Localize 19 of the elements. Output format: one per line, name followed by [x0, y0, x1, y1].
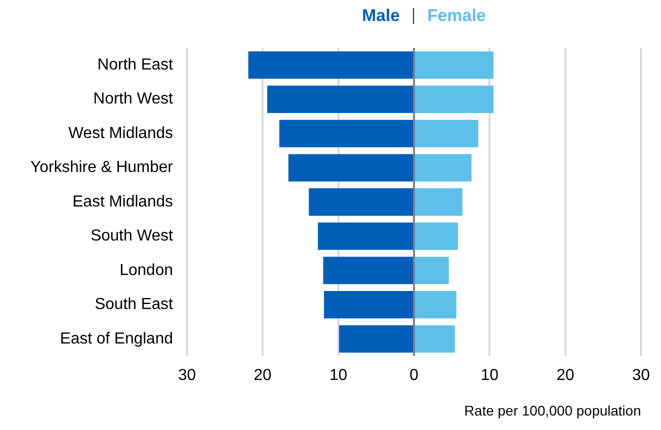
x-tick-label: 20: [254, 367, 272, 384]
y-tick-label: South East: [94, 296, 174, 314]
x-tick-label: 10: [329, 367, 348, 384]
y-tick-label: West Midlands: [68, 124, 173, 142]
y-tick-label: South West: [90, 228, 174, 245]
y-tick-label: London: [120, 262, 173, 279]
y-tick-label: North West: [93, 90, 174, 108]
y-tick-label: Yorkshire & Humber: [30, 159, 174, 176]
series-label: Male: [362, 6, 400, 26]
y-tick-label: East of England: [60, 330, 173, 348]
x-tick-label: 30: [178, 367, 196, 384]
y-tick-label: East Midlands: [72, 193, 173, 210]
x-tick-label: 30: [632, 367, 650, 384]
x-axis-title: Rate per 100,000 population: [464, 402, 641, 418]
series-label: Female: [427, 6, 486, 26]
y-tick-label: North East: [97, 56, 174, 74]
x-tick-label: 0: [410, 367, 419, 384]
x-tick-label: 20: [556, 367, 574, 384]
x-tick-label: 10: [480, 367, 499, 384]
